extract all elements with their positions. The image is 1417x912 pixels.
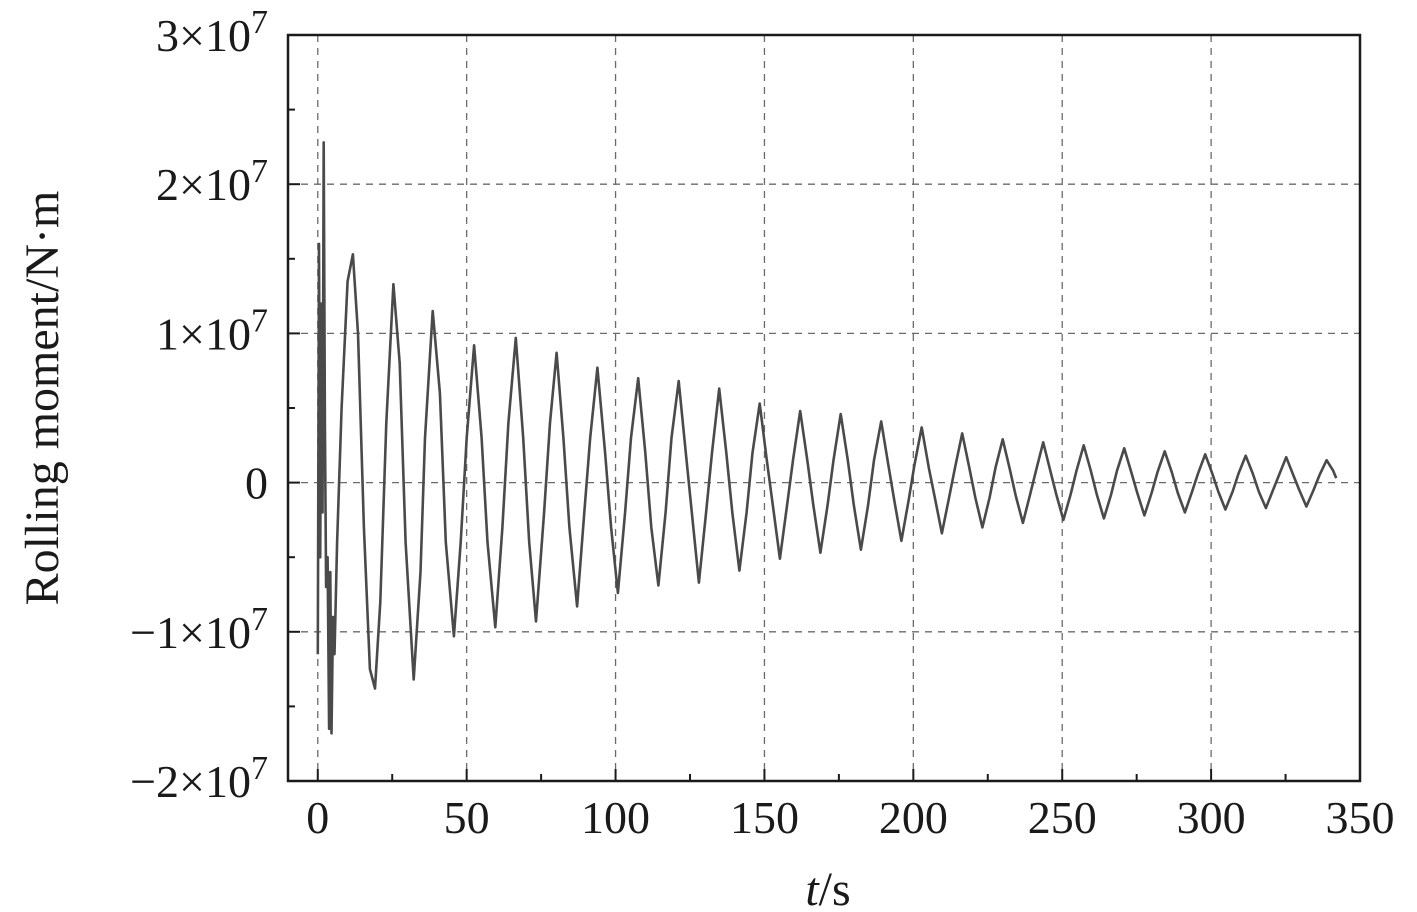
x-tick-label: 300 xyxy=(1177,792,1246,843)
x-axis-title-variable: t xyxy=(805,863,820,912)
y-tick-label: 3×107 xyxy=(156,4,268,61)
series xyxy=(316,141,1338,735)
y-tick-label: −2×107 xyxy=(130,750,268,807)
series-line xyxy=(316,141,1338,735)
y-tick-label: −1×107 xyxy=(130,601,268,658)
grid xyxy=(288,35,1360,781)
y-tick-label: 2×107 xyxy=(156,153,268,210)
x-tick-label: 250 xyxy=(1028,792,1097,843)
plot-frame xyxy=(286,33,1362,783)
y-tick-label: 1×107 xyxy=(156,302,268,359)
x-tick-label: 100 xyxy=(581,792,650,843)
x-tick-labels: 0 50 100 150 200 250 300 350 xyxy=(306,792,1394,843)
y-tick-labels: 3×107 2×107 1×107 0 −1×107 −2×107 xyxy=(130,4,268,807)
x-tick-label: 150 xyxy=(730,792,799,843)
x-tick-label: 0 xyxy=(306,792,329,843)
x-tick-label: 50 xyxy=(444,792,490,843)
x-axis-title-unit: /s xyxy=(819,863,851,912)
x-axis-title: t/s xyxy=(805,863,850,912)
y-tick-label: 0 xyxy=(245,458,268,509)
axis-ticks xyxy=(288,34,1361,782)
y-axis-title: Rolling moment/N·m xyxy=(16,191,69,606)
x-tick-label: 200 xyxy=(879,792,948,843)
x-tick-label: 350 xyxy=(1326,792,1395,843)
